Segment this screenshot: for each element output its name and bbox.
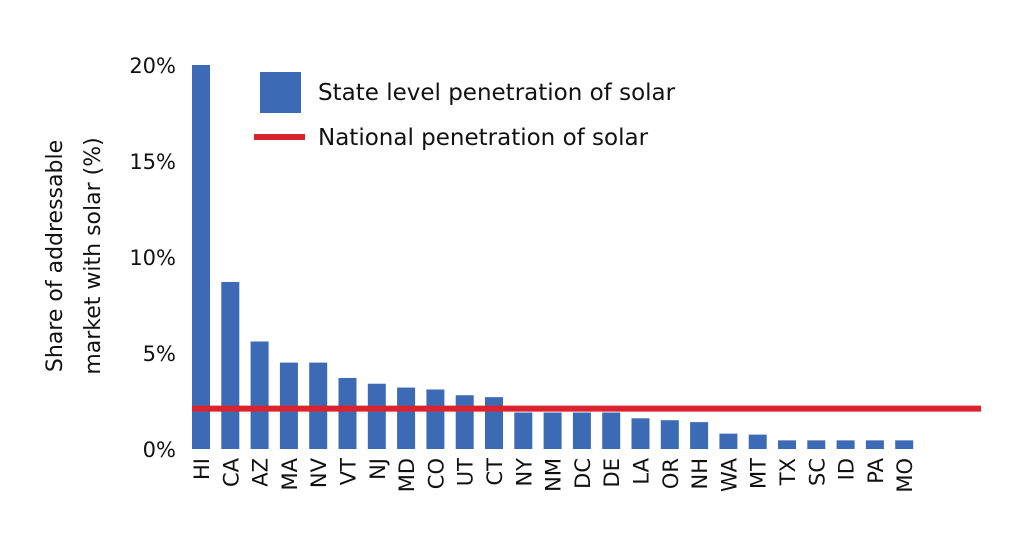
x-tick-label-ny: NY [512, 458, 536, 487]
bar-ny [514, 412, 533, 449]
legend: State level penetration of solar Nationa… [254, 72, 676, 151]
bar-az [250, 341, 269, 449]
x-tick-label-ma: MA [278, 457, 302, 490]
y-tick-label: 15% [129, 150, 176, 174]
bar-or [660, 420, 679, 449]
bar-hi [192, 65, 210, 449]
bar-nm [543, 412, 562, 449]
bars [192, 65, 914, 449]
x-tick-label-ut: UT [454, 458, 478, 486]
bar-mo [895, 440, 914, 449]
x-tick-label-nj: NJ [366, 458, 390, 480]
x-tick-label-pa: PA [864, 457, 888, 483]
y-axis-label-line-1: Share of addressable [43, 140, 68, 372]
x-tick-label-id: ID [835, 458, 859, 480]
x-tick-label-tx: TX [776, 458, 800, 486]
bar-wa [719, 433, 738, 449]
x-tick-label-ct: CT [483, 458, 507, 486]
y-axis-label-line-2: market with solar (%) [81, 137, 106, 374]
x-tick-label-md: MD [395, 458, 419, 492]
bar-co [426, 389, 445, 449]
x-tick-label-sc: SC [805, 458, 829, 486]
y-tick-label: 20% [129, 54, 176, 78]
bar-pa [865, 440, 884, 449]
bar-ct [485, 397, 503, 449]
x-tick-label-de: DE [600, 458, 624, 487]
bar-nj [367, 383, 386, 449]
x-tick-label-az: AZ [249, 458, 273, 487]
x-tick-label-vt: VT [337, 458, 361, 485]
x-tick-label-mt: MT [747, 458, 771, 489]
legend-swatch-state [260, 72, 301, 113]
y-tick-label: 0% [143, 438, 176, 462]
y-axis-label: Share of addressable market with solar (… [43, 137, 106, 374]
x-tick-label-ca: CA [219, 457, 243, 487]
bar-mt [748, 434, 767, 449]
bar-ut [455, 395, 474, 449]
x-tick-label-nm: NM [542, 458, 566, 492]
x-tick-label-wa: WA [717, 457, 741, 492]
bar-tx [778, 440, 796, 449]
x-tick-label-la: LA [630, 457, 654, 484]
legend-label-national: National penetration of solar [318, 125, 649, 151]
x-tick-label-nh: NH [688, 458, 712, 490]
x-tick-label-mo: MO [893, 458, 917, 493]
legend-label-state: State level penetration of solar [318, 80, 676, 106]
bar-md [397, 387, 416, 449]
bar-la [631, 418, 650, 449]
bar-vt [338, 377, 357, 449]
y-tick-label: 5% [143, 342, 176, 366]
bar-id [836, 440, 855, 449]
bar-ca [221, 281, 240, 449]
y-tick-label: 10% [129, 246, 176, 270]
y-axis-ticks: 0% 5% 10% 15% 20% [129, 54, 176, 462]
bar-sc [807, 440, 826, 449]
bar-nh [690, 422, 709, 449]
bar-dc [572, 412, 591, 449]
x-tick-label-dc: DC [571, 458, 595, 489]
x-tick-label-hi: HI [190, 458, 214, 480]
x-tick-label-or: OR [659, 458, 683, 489]
x-axis-ticks: HI CA AZ MA NV VT NJ MD CO UT CT NY NM DC DE LA OR NH WA MT… [190, 457, 917, 492]
bar-de [602, 412, 621, 449]
x-tick-label-co: CO [424, 458, 448, 489]
x-tick-label-nv: NV [307, 457, 331, 488]
